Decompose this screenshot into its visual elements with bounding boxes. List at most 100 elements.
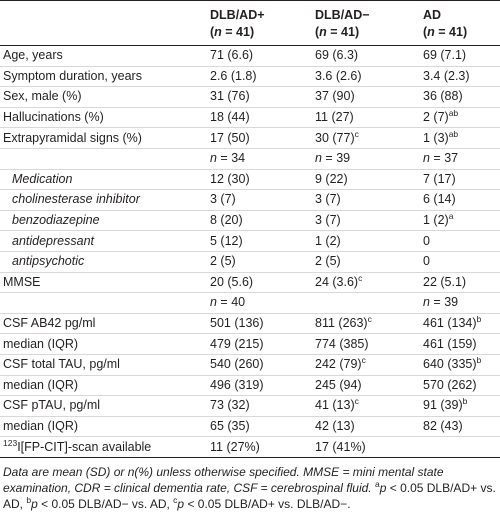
text-run: 461 (159) [423, 336, 477, 351]
text-run: n [423, 151, 430, 166]
table-cell: 73 (32) [210, 395, 315, 417]
table-row: median (IQR) 479 (215) 774 (385) 461 (159) [0, 333, 500, 355]
table-cell: 2 (7)ab [423, 107, 500, 129]
table-cell: 42 (13) [315, 416, 423, 438]
text-run: 245 (94) [315, 377, 362, 392]
column-count: (n = 41) [315, 24, 423, 41]
table-cell: 30 (77)c [315, 127, 423, 149]
text-run: n [315, 151, 322, 166]
text-run: 811 (263) [315, 316, 368, 331]
row-label: antidepressant [0, 230, 210, 252]
table-cell: 12 (30) [210, 169, 315, 191]
row-label [0, 292, 210, 314]
text-run: cholinesterase inhibitor [12, 192, 140, 207]
table-cell: 3 (7) [315, 189, 423, 211]
column-header: AD (n = 41) [423, 0, 500, 46]
column-header: DLB/AD− (n = 41) [315, 0, 423, 46]
text-run: antidepressant [12, 233, 95, 248]
table-cell [423, 437, 500, 458]
text-run: = 41) [434, 25, 468, 39]
column-count: (n = 41) [210, 24, 315, 41]
text-run: 24 (3.6) [315, 274, 359, 289]
table-cell: 774 (385) [315, 333, 423, 355]
table-cell: 640 (335)b [423, 354, 500, 376]
column-name: DLB/AD+ [210, 8, 265, 22]
row-label: median (IQR) [0, 375, 210, 397]
text-run: = 37 [429, 151, 459, 166]
table-page: DLB/AD+ (n = 41) DLB/AD− (n = 41) AD (n = 41)… [0, 0, 500, 511]
text-run: 42 (13) [315, 418, 355, 433]
table-cell: n = 37 [423, 148, 500, 170]
text-run: 461 (134) [423, 316, 477, 331]
table-cell: 36 (88) [423, 86, 500, 108]
table-cell: 479 (215) [210, 333, 315, 355]
row-label: Medication [0, 169, 210, 191]
text-run: median (IQR) [3, 336, 79, 351]
text-run: 3 (7) [210, 192, 236, 207]
text-run: 73 (32) [210, 398, 250, 413]
table-cell: 41 (13)c [315, 395, 423, 417]
table-cell: 8 (20) [210, 210, 315, 232]
table-cell: 3.4 (2.3) [423, 66, 500, 88]
text-run: 65 (35) [210, 418, 250, 433]
table-row: antidepressant 5 (12) 1 (2) 0 [0, 230, 500, 252]
superscript: ab [448, 128, 459, 139]
table-row: antipsychotic 2 (5) 2 (5) 0 [0, 251, 500, 273]
text-run: 37 (90) [315, 89, 355, 104]
row-label: cholinesterase inhibitor [0, 189, 210, 211]
text-run: = 39 [429, 295, 459, 310]
text-run: 41 (13) [315, 398, 355, 413]
text-run: 7 (17) [423, 171, 456, 186]
text-run: benzodiazepine [12, 213, 100, 228]
text-run: n [319, 25, 327, 39]
row-label: Extrapyramidal signs (%) [0, 127, 210, 149]
superscript: b [476, 355, 482, 366]
text-run: ( [315, 25, 320, 39]
text-run: p [31, 496, 38, 511]
header-empty [0, 0, 210, 46]
text-run: n [427, 25, 435, 39]
superscript: c [367, 314, 372, 325]
table-cell: 1 (2) [315, 230, 423, 252]
table-row: cholinesterase inhibitor 3 (7) 3 (7) 6 (14) [0, 189, 500, 211]
table-row: benzodiazepine 8 (20) 3 (7) 1 (2)a [0, 210, 500, 232]
text-run: 17 (50) [210, 130, 250, 145]
table-cell: 811 (263)c [315, 313, 423, 335]
text-run: < 0.05 DLB/AD+ vs. DLB/AD−. [184, 496, 351, 511]
row-label: MMSE [0, 272, 210, 294]
table-cell: 17 (41%) [315, 437, 423, 458]
superscript: b [462, 396, 468, 407]
text-run: p [177, 496, 185, 511]
column-name: AD [423, 8, 442, 22]
text-run: 2 (5) [210, 254, 236, 269]
table-row: 123I[FP-CIT]-scan available 11 (27%) 17 (4… [0, 437, 500, 458]
table-row: Age, years 71 (6.6) 69 (6.3) 69 (7.1) [0, 45, 500, 67]
row-label: CSF total TAU, pg/ml [0, 354, 210, 376]
text-run: 11 (27) [315, 110, 354, 125]
table-cell: 5 (12) [210, 230, 315, 252]
text-run: Sex, male (%) [3, 89, 82, 104]
row-label: Hallucinations (%) [0, 107, 210, 129]
table-body: Age, years 71 (6.6) 69 (6.3) 69 (7.1) Sympto… [0, 45, 500, 458]
table-row: Symptom duration, years 2.6 (1.8) 3.6 (2.6… [0, 66, 500, 88]
table-cell: 69 (6.3) [315, 45, 423, 67]
table-cell: 24 (3.6)c [315, 272, 423, 294]
text-run: 31 (76) [210, 89, 250, 104]
table-cell: n = 39 [315, 148, 423, 170]
table-row: Hallucinations (%) 18 (44) 11 (27) 2 (7)ab [0, 107, 500, 129]
text-run: < 0.05 DLB/AD− vs. AD, [37, 496, 174, 511]
text-run: 2.6 (1.8) [210, 68, 257, 83]
superscript: c [361, 355, 366, 366]
table-cell: 6 (14) [423, 189, 500, 211]
table-cell: 3.6 (2.6) [315, 66, 423, 88]
superscript: b [476, 314, 482, 325]
table-cell: 20 (5.6) [210, 272, 315, 294]
table-row: MMSE 20 (5.6) 24 (3.6)c 22 (5.1) [0, 272, 500, 294]
table-cell: 245 (94) [315, 375, 423, 397]
superscript: c [173, 494, 178, 505]
table-cell: n = 34 [210, 148, 315, 170]
table-cell: 1 (2)a [423, 210, 500, 232]
text-run: < 0.05 DLB/AD+ vs. AD, [3, 480, 496, 511]
table-cell: 461 (159) [423, 333, 500, 355]
text-run: MMSE [3, 274, 41, 289]
